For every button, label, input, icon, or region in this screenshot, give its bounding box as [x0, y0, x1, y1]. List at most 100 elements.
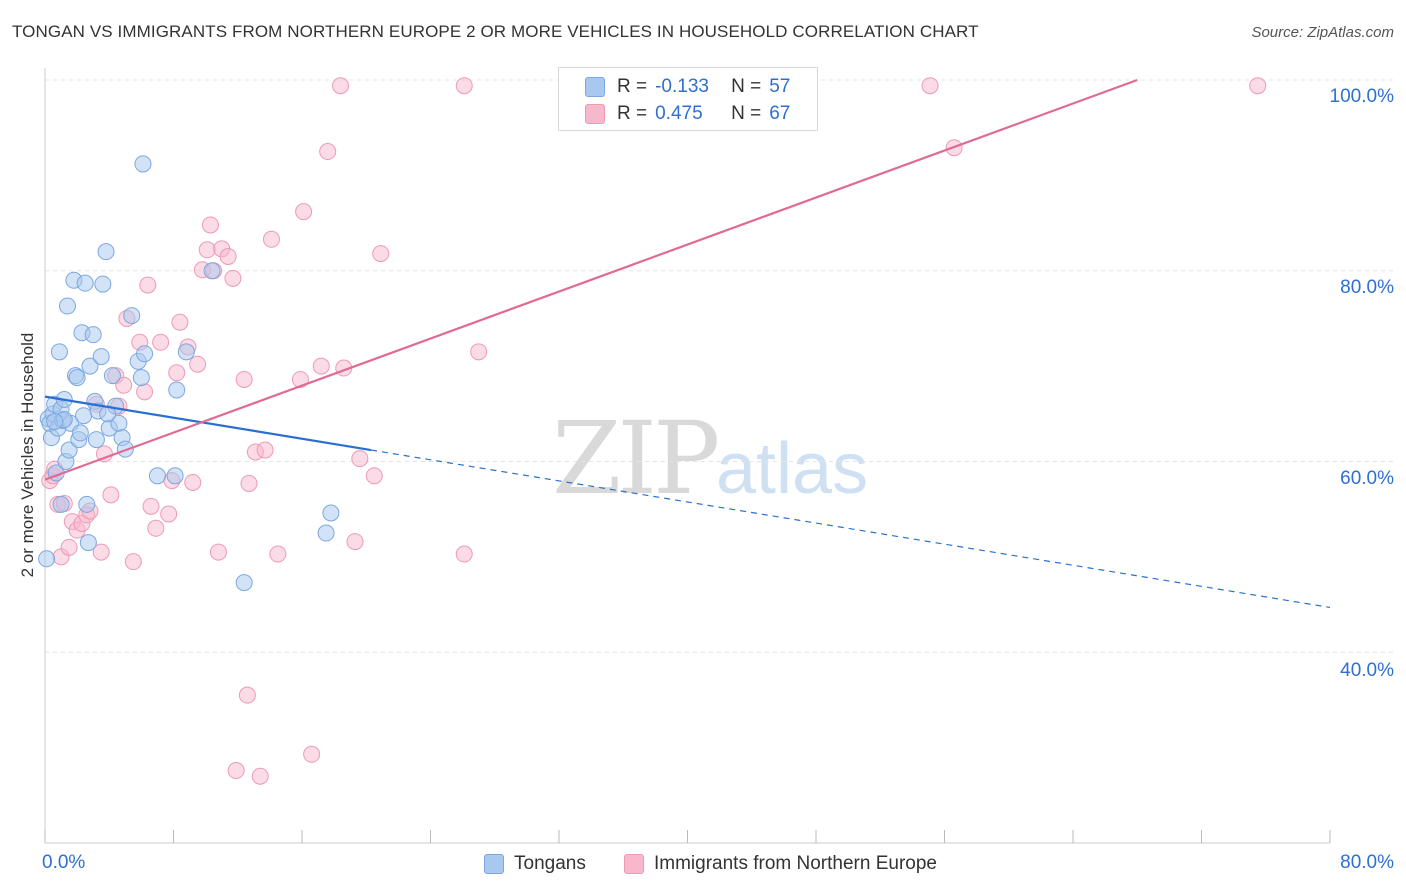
immigrants-point — [60, 538, 78, 556]
immigrants-point — [346, 533, 364, 551]
tongans-point — [78, 495, 96, 513]
legend-row-immigrants: R = 0.475 N = 67 — [585, 103, 790, 125]
tongans-point — [317, 524, 335, 542]
immigrants-point — [147, 519, 165, 537]
r-label: R = — [617, 76, 648, 97]
immigrants-point — [102, 486, 120, 504]
trend-lines — [44, 78, 1331, 609]
tongans-swatch — [585, 77, 605, 97]
immigrants-point — [291, 370, 309, 388]
tongans-legend-swatch — [484, 854, 504, 874]
immigrants-point — [1249, 77, 1267, 95]
tongans-trend-line — [44, 395, 372, 452]
tongans-point — [75, 407, 93, 425]
tongans-trend-extension — [370, 449, 1331, 609]
tongans-point — [81, 357, 99, 375]
immigrants-point — [251, 767, 269, 785]
chart-title: TONGAN VS IMMIGRANTS FROM NORTHERN EUROP… — [12, 22, 979, 41]
tongans-point — [38, 550, 56, 568]
tongans-point — [97, 243, 115, 261]
immigrants-point — [372, 245, 390, 263]
immigrants-point — [219, 247, 237, 265]
immigrants-point — [198, 241, 216, 259]
immigrants-point — [227, 762, 245, 780]
tongans-point — [203, 262, 221, 280]
tongans-point — [58, 297, 76, 315]
immigrants-point — [201, 216, 219, 234]
immigrants-point — [238, 686, 256, 704]
immigrants-point — [168, 364, 186, 382]
tongans-point — [132, 369, 150, 387]
tongans-point — [177, 343, 195, 361]
immigrants-point — [262, 230, 280, 248]
immigrants-r-value: 0.475 — [655, 103, 703, 124]
tongans-point — [46, 412, 64, 430]
immigrants-point — [455, 545, 473, 563]
immigrants-point — [139, 276, 157, 294]
n-label: N = — [731, 76, 762, 97]
tongans-point — [123, 307, 141, 325]
tongans-point — [235, 574, 253, 592]
immigrants-point — [470, 343, 488, 361]
immigrants-point — [124, 553, 142, 571]
immigrants-point — [136, 383, 154, 401]
tongans-point — [84, 326, 102, 344]
immigrants-point — [455, 77, 473, 95]
tongans-point — [134, 155, 152, 173]
immigrants-point — [312, 357, 330, 375]
grid-lines — [45, 79, 1395, 653]
tongans-point — [103, 367, 121, 385]
immigrants-point — [303, 745, 321, 763]
immigrants-point — [365, 467, 383, 485]
watermark-atlas: atlas — [716, 429, 869, 509]
immigrants-legend-swatch — [624, 854, 644, 874]
bottom-legend-tongans: Tongans — [484, 852, 586, 876]
immigrants-point — [115, 376, 133, 394]
tongans-point — [168, 381, 186, 399]
immigrants-point — [160, 505, 178, 523]
y-tick-100: 100.0% — [1329, 86, 1394, 107]
immigrants-point — [295, 203, 313, 221]
data-points — [38, 77, 1267, 785]
tongans-legend-label: Tongans — [514, 853, 586, 874]
tongans-point — [79, 534, 97, 552]
immigrants-legend-label: Immigrants from Northern Europe — [654, 853, 937, 874]
tongans-point — [136, 345, 154, 363]
tongans-point — [87, 431, 105, 449]
tongans-point — [52, 495, 70, 513]
y-tick-80: 80.0% — [1340, 277, 1394, 298]
n-label: N = — [731, 103, 762, 124]
immigrants-trend-line — [44, 78, 1138, 481]
immigrants-point — [224, 269, 242, 287]
immigrants-point — [209, 543, 227, 561]
tongans-point — [68, 369, 86, 387]
immigrants-point — [256, 441, 274, 459]
immigrants-point — [319, 143, 337, 161]
immigrants-point — [92, 543, 110, 561]
tongans-point — [60, 441, 78, 459]
immigrants-point — [921, 77, 939, 95]
tongans-point — [50, 343, 68, 361]
immigrants-n-value: 67 — [769, 103, 791, 124]
tongans-point — [71, 424, 89, 442]
tongans-point — [148, 467, 166, 485]
watermark-zip: ZIP — [552, 400, 720, 517]
y-tick-40: 40.0% — [1340, 660, 1394, 681]
immigrants-point — [189, 355, 207, 373]
x-tick-min: 0.0% — [42, 852, 86, 873]
tongans-point — [76, 274, 94, 292]
x-tick-max: 80.0% — [1340, 852, 1394, 873]
legend-row-tongans: R = -0.133 N = 57 — [585, 76, 790, 98]
tongans-point — [94, 275, 112, 293]
y-tick-60: 60.0% — [1340, 468, 1394, 489]
immigrants-swatch — [585, 104, 605, 124]
immigrants-point — [184, 473, 202, 491]
immigrants-point — [235, 370, 253, 388]
immigrants-point — [142, 497, 160, 515]
tongans-r-value: -0.133 — [655, 76, 709, 97]
bottom-legend-immigrants: Immigrants from Northern Europe — [624, 852, 937, 876]
immigrants-point — [171, 313, 189, 331]
source-label: Source: ZipAtlas.com — [1251, 24, 1394, 41]
immigrants-point — [269, 545, 287, 563]
